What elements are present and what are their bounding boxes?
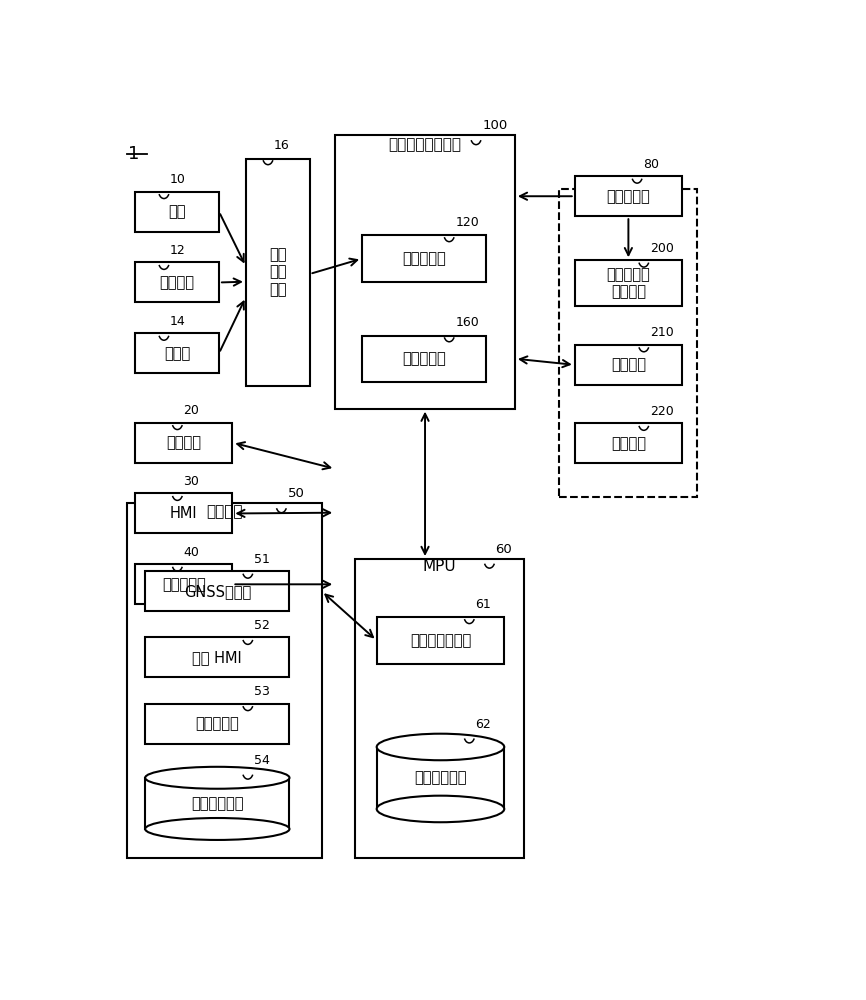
Text: 40: 40 (184, 546, 199, 559)
Text: 第二控制部: 第二控制部 (402, 351, 446, 366)
Bar (135, 262, 219, 302)
Text: 第二地图信息: 第二地图信息 (414, 770, 467, 785)
Text: 16: 16 (274, 139, 290, 152)
Bar (559, 189, 697, 497)
Text: 推荐车道决定部: 推荐车道决定部 (410, 633, 471, 648)
Text: 30: 30 (184, 475, 199, 488)
Bar (335, 135, 515, 409)
Bar (145, 704, 289, 744)
Text: 物体
识别
装置: 物体 识别 装置 (269, 247, 287, 297)
Bar (145, 571, 289, 611)
Text: 14: 14 (170, 315, 185, 328)
Text: 第一地图信息: 第一地图信息 (191, 796, 243, 811)
Text: 53: 53 (254, 685, 270, 698)
Text: 120: 120 (456, 216, 479, 229)
Bar (135, 423, 232, 463)
Ellipse shape (145, 767, 289, 789)
Text: 100: 100 (482, 119, 507, 132)
Text: 54: 54 (254, 754, 270, 767)
Text: 52: 52 (254, 619, 270, 632)
Bar (377, 747, 504, 809)
Text: MPU: MPU (423, 559, 456, 574)
Text: 1: 1 (128, 145, 139, 163)
Text: GNSS接收机: GNSS接收机 (184, 584, 251, 599)
Bar (575, 260, 682, 306)
Text: 10: 10 (170, 173, 186, 186)
Bar (575, 345, 682, 385)
Text: 60: 60 (495, 543, 513, 556)
Bar (135, 333, 219, 373)
Text: 20: 20 (184, 404, 199, 417)
Text: 通信装置: 通信装置 (166, 435, 201, 450)
Text: 路径决定部: 路径决定部 (196, 716, 239, 731)
Bar (575, 423, 682, 463)
Bar (145, 637, 289, 677)
Text: HMI: HMI (170, 506, 197, 521)
Text: 160: 160 (456, 316, 479, 329)
Text: 车辆传感器: 车辆传感器 (162, 577, 205, 592)
Text: 相机: 相机 (168, 204, 186, 219)
Text: 12: 12 (170, 244, 185, 257)
Text: 200: 200 (650, 242, 674, 255)
Text: 导航 HMI: 导航 HMI (192, 650, 242, 665)
Text: 220: 220 (650, 405, 674, 418)
Bar (362, 336, 486, 382)
Text: 雷达装置: 雷达装置 (159, 275, 195, 290)
Bar (246, 158, 310, 386)
Text: 51: 51 (254, 553, 270, 566)
Bar (362, 235, 486, 282)
Ellipse shape (377, 796, 504, 822)
Text: 驾驶操作件: 驾驶操作件 (606, 189, 650, 204)
Text: 自动驾驶控制装置: 自动驾驶控制装置 (389, 137, 462, 152)
Bar (575, 176, 682, 216)
Text: 80: 80 (643, 158, 659, 171)
Text: 50: 50 (288, 487, 304, 500)
Text: 导航装置: 导航装置 (206, 504, 242, 519)
Ellipse shape (145, 818, 289, 840)
Bar (377, 617, 504, 664)
Text: 探测器: 探测器 (164, 346, 191, 361)
Ellipse shape (377, 734, 504, 760)
Bar (355, 559, 525, 858)
Text: 62: 62 (475, 718, 491, 731)
Bar (135, 192, 219, 232)
Bar (135, 564, 232, 604)
Text: 第一控制部: 第一控制部 (402, 251, 446, 266)
Bar (135, 493, 232, 533)
Text: 制动装置: 制动装置 (611, 357, 646, 372)
Text: 转向装置: 转向装置 (611, 436, 646, 451)
Bar (127, 503, 321, 858)
Text: 行驶驱动力
输出装置: 行驶驱动力 输出装置 (606, 267, 650, 299)
Text: 210: 210 (650, 326, 674, 339)
Text: 61: 61 (475, 598, 491, 611)
Bar (145, 778, 289, 829)
